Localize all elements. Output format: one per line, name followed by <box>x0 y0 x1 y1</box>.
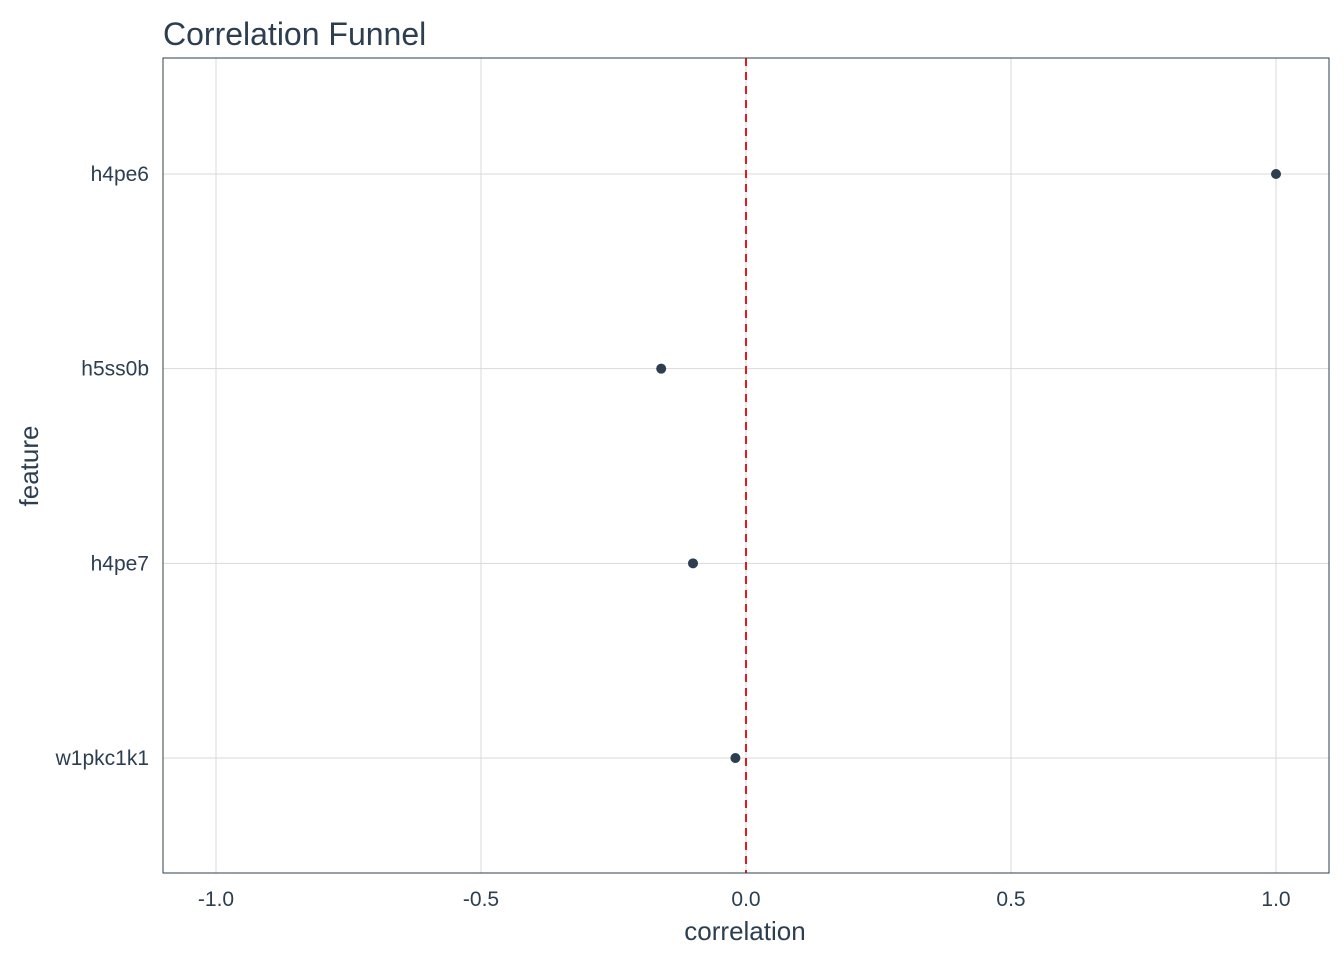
x-tick-label: -1.0 <box>198 888 234 911</box>
data-points <box>656 169 1281 763</box>
y-tick-label: h4pe6 <box>91 163 149 186</box>
x-tick-label: 0.5 <box>996 888 1025 911</box>
y-axis-label: feature <box>14 426 44 507</box>
x-tick-label: -0.5 <box>463 888 499 911</box>
y-tick-labels: h4pe6 h5ss0b h4pe7 w1pkc1k1 <box>55 163 149 770</box>
y-tick-label: h5ss0b <box>81 358 149 381</box>
x-tick-label: 1.0 <box>1261 888 1290 911</box>
x-tick-labels: -1.0 -0.5 0.0 0.5 1.0 <box>198 888 1291 911</box>
x-tick-label: 0.0 <box>731 888 760 911</box>
data-point <box>688 558 698 569</box>
data-point <box>1271 169 1281 179</box>
data-point <box>730 753 741 763</box>
panel-border <box>162 57 1330 874</box>
x-axis-label: correlation <box>684 916 805 946</box>
y-tick-label: w1pkc1k1 <box>55 747 149 770</box>
chart-title: Correlation Funnel <box>163 16 426 52</box>
data-point <box>656 363 667 374</box>
y-tick-label: h4pe7 <box>91 552 149 575</box>
